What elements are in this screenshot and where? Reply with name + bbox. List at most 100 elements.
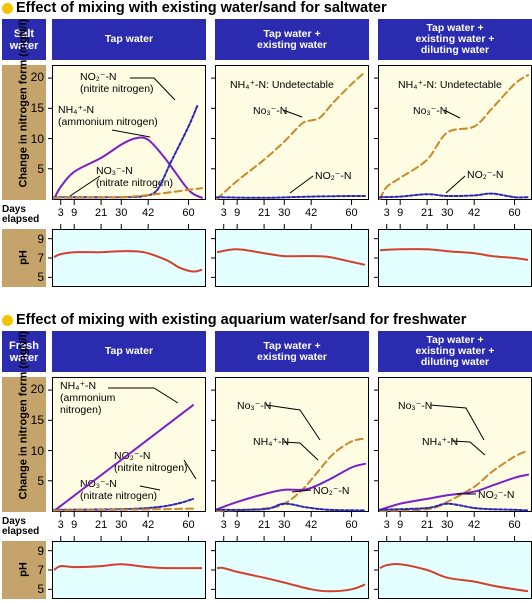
x-tick-label: 3 — [220, 207, 227, 219]
ph-panel — [378, 541, 532, 599]
annotation-leader-line — [139, 485, 161, 491]
series-line — [53, 187, 203, 199]
series-line — [216, 462, 366, 511]
series-annotation: NH₄⁺-N: Undetectable — [230, 79, 334, 91]
series-line — [216, 437, 366, 512]
ph-panel — [215, 541, 369, 599]
ph-tick-label: 5 — [37, 270, 44, 285]
annotation-leader-line — [282, 441, 319, 461]
ph-line — [216, 248, 366, 266]
x-tick-label: 42 — [142, 207, 155, 219]
series-annotation: No₃⁻-N — [253, 105, 288, 117]
chart-panel — [378, 377, 532, 512]
series-line — [53, 404, 194, 512]
x-tick-label: 42 — [468, 207, 481, 219]
x-tick-label: 60 — [182, 207, 195, 219]
section-title-text: Effect of mixing with existing aquarium … — [16, 312, 467, 328]
days-elapsed-label: Days elapsed — [2, 204, 40, 225]
y-tick-label: 20 — [30, 382, 44, 397]
x-tick-label: 42 — [305, 519, 318, 531]
y-axis-label-box — [2, 377, 46, 512]
ph-tick-label: 7 — [37, 563, 44, 577]
series-annotation: NH₄⁺-N (ammonium nitrogen) — [60, 380, 116, 416]
annotation-leader-line — [183, 459, 197, 480]
row-label: Fresh water — [2, 331, 46, 372]
series-annotation: NO₂⁻-N (nitrite nitrogen) — [80, 71, 154, 95]
series-line — [53, 104, 199, 199]
column-header: Tap water + existing water + diluting wa… — [378, 331, 532, 372]
x-tick-label: 3 — [383, 519, 390, 531]
x-tick-label: 3 — [57, 207, 64, 219]
ph-label-box — [2, 229, 46, 287]
x-tick-label: 21 — [257, 207, 271, 219]
x-tick-label: 42 — [142, 519, 155, 531]
x-tick-label: 30 — [115, 207, 128, 219]
series-annotation: No₃⁻-N — [398, 400, 433, 412]
y-tick-label: 20 — [30, 70, 44, 85]
x-tick-label: 21 — [420, 207, 434, 219]
x-tick-label: 42 — [468, 519, 481, 531]
column-header: Tap water + existing water — [215, 331, 369, 372]
series-line — [379, 449, 529, 512]
x-tick-label: 3 — [57, 519, 64, 531]
x-tick-label: 60 — [508, 519, 521, 531]
x-tick-label: 9 — [397, 207, 404, 219]
series-line — [216, 71, 366, 200]
row-label: Salt water — [2, 19, 46, 60]
ph-line — [53, 563, 202, 571]
section-title-saltwater: Effect of mixing with existing water/san… — [2, 0, 387, 17]
ph-tick-label: 9 — [37, 231, 44, 246]
ph-label-box — [2, 541, 46, 599]
ph-line — [53, 250, 203, 273]
column-header: Tap water — [52, 331, 206, 372]
x-tick-label: 60 — [345, 519, 358, 531]
series-annotation: NO₂⁻-N — [315, 170, 352, 182]
x-tick-label: 9 — [234, 207, 241, 219]
x-tick-label: 21 — [94, 519, 108, 531]
ph-line — [379, 562, 529, 593]
series-line — [53, 497, 194, 511]
ph-panel — [52, 541, 206, 599]
series-line — [379, 502, 529, 512]
y-tick-label: 10 — [30, 443, 44, 458]
series-line — [53, 136, 203, 200]
x-tick-label: 30 — [278, 207, 291, 219]
annotation-leader-line — [69, 175, 101, 197]
x-tick-label: 3 — [383, 207, 390, 219]
series-line — [216, 502, 366, 512]
series-annotation: NO₂⁻-N — [478, 489, 515, 501]
chart-panel — [52, 377, 206, 512]
annotation-leader-line — [289, 175, 314, 194]
x-tick-label: 30 — [441, 519, 454, 531]
x-tick-label: 30 — [441, 207, 454, 219]
y-tick-label: 10 — [30, 131, 44, 146]
annotation-leader-line — [445, 175, 466, 194]
ph-panel — [52, 229, 206, 287]
bullet-dot-icon — [2, 314, 13, 326]
column-header: Tap water + existing water — [215, 19, 369, 60]
days-elapsed-label: Days elapsed — [2, 516, 40, 537]
annotation-leader-line — [130, 77, 176, 101]
series-line — [216, 194, 366, 199]
x-tick-label: 30 — [278, 519, 291, 531]
series-annotation: NH₄⁺-N: Undetectable — [398, 79, 502, 91]
x-tick-label: 21 — [257, 519, 271, 531]
chart-panel — [52, 65, 206, 200]
chart-panel — [378, 65, 532, 200]
ph-panel — [215, 229, 369, 287]
y-axis-label-box — [2, 65, 46, 200]
x-tick-label: 21 — [94, 207, 108, 219]
series-line — [379, 192, 529, 199]
x-tick-label: 60 — [508, 207, 521, 219]
x-tick-label: 9 — [71, 519, 78, 531]
ph-tick-label: 7 — [37, 251, 44, 265]
ph-tick-label: 5 — [37, 582, 44, 597]
annotation-leader-line — [451, 440, 486, 456]
annotation-leader-line — [108, 387, 179, 404]
series-annotation: No₃⁻-N — [413, 105, 448, 117]
annotation-leader-line — [429, 404, 485, 441]
column-header: Tap water + existing water + diluting wa… — [378, 19, 532, 60]
ph-line — [379, 248, 529, 261]
